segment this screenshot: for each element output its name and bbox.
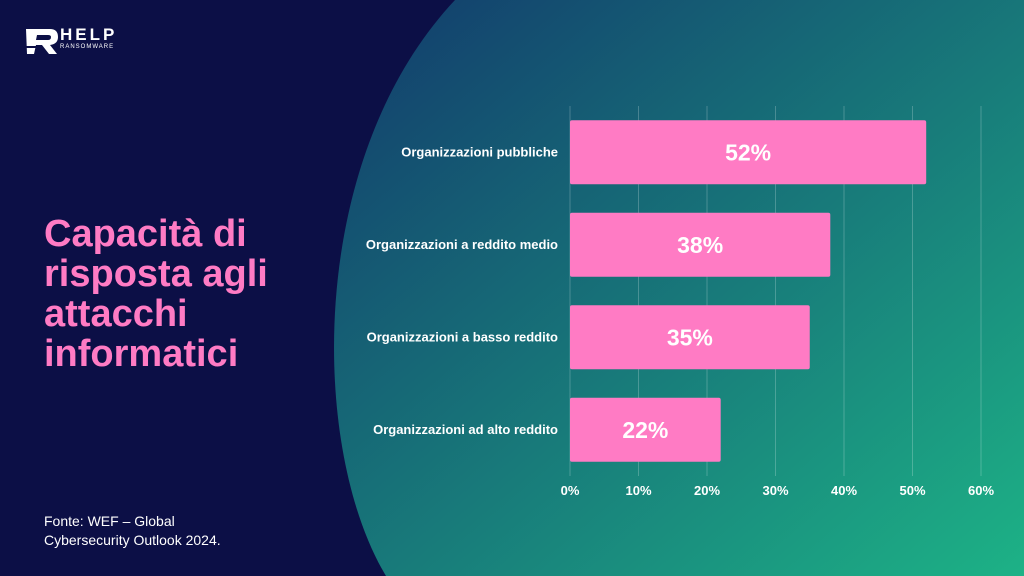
chart-x-tick-labels: 0% 10% 20% 30% 40% 50% 60%: [561, 483, 995, 498]
x-tick-label: 50%: [899, 483, 925, 498]
x-tick-label: 40%: [831, 483, 857, 498]
bar: [570, 397, 721, 462]
x-tick-label: 30%: [762, 483, 788, 498]
logo-r-icon: [24, 29, 58, 54]
source-note: Fonte: WEF – Global Cybersecurity Outloo…: [44, 513, 221, 548]
category-label: Organizzazioni pubbliche: [401, 144, 558, 159]
x-tick-label: 20%: [694, 483, 720, 498]
bar-value-label: 22%: [622, 417, 668, 443]
bar-value-label: 35%: [667, 324, 713, 350]
chart-bars: 52% 38% 35% 22%: [570, 120, 927, 462]
x-tick-label: 0%: [561, 483, 580, 498]
bar-value-label: 52%: [725, 139, 771, 165]
bar-value-label: 38%: [677, 232, 723, 258]
category-label: Organizzazioni a basso reddito: [367, 329, 558, 344]
bar: [570, 120, 927, 185]
bar: [570, 212, 831, 277]
page-title: Capacità di risposta agli attacchi infor…: [44, 213, 268, 375]
category-label: Organizzazioni a reddito medio: [366, 237, 558, 252]
logo-tagline: RANSOMWARE: [60, 44, 115, 50]
x-tick-label: 10%: [625, 483, 651, 498]
logo-wordmark: HELP: [60, 25, 118, 44]
x-tick-label: 60%: [968, 483, 994, 498]
chart-category-labels: Organizzazioni pubbliche Organizzazioni a…: [366, 144, 558, 437]
bar: [570, 305, 810, 370]
category-label: Organizzazioni ad alto reddito: [373, 422, 558, 437]
